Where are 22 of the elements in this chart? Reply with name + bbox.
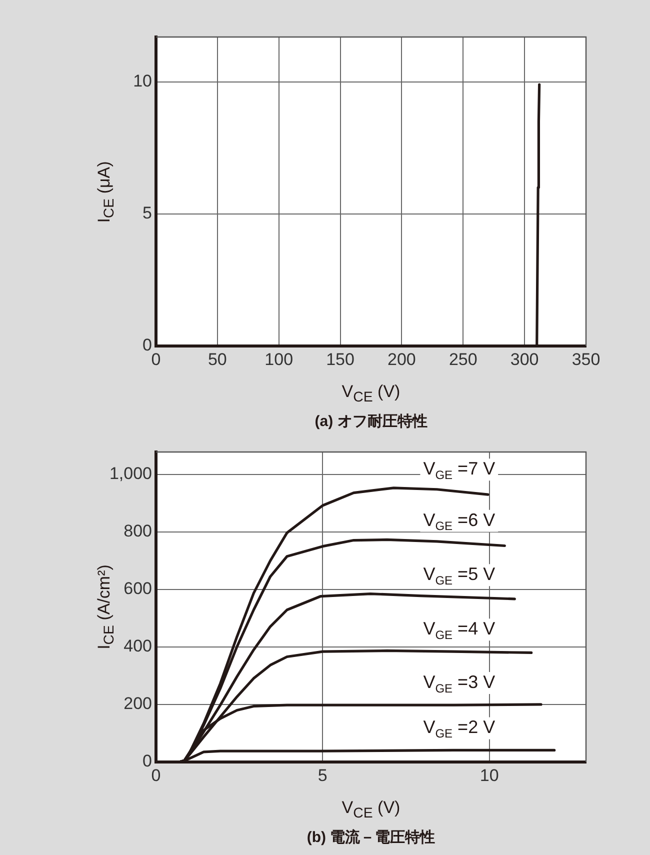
y-tick-label: 600 [124, 579, 152, 598]
x-tick-label: 5 [318, 766, 328, 785]
text: (b) 電流－電圧特性 [306, 828, 436, 847]
x-tick-label: 350 [572, 350, 600, 369]
text: (a) オフ耐圧特性 [314, 412, 428, 431]
x-tick-label: 50 [208, 350, 227, 369]
x-tick-label: 250 [448, 350, 478, 369]
y-tick-label: 0 [142, 752, 152, 771]
x-axis-title: V$_{CE}$ (V) [342, 382, 400, 406]
y-tick-label: 10 [133, 72, 152, 91]
x-tick-label: 300 [510, 350, 539, 369]
y-tick-label: 800 [124, 522, 152, 541]
y-tick-label: 200 [124, 694, 152, 714]
x-tick-label: 150 [326, 350, 354, 369]
y-tick-label: 5 [142, 204, 152, 223]
y-tick-label: 0 [142, 336, 152, 355]
y-tick-label: 400 [124, 636, 152, 656]
y-tick-label: 1,000 [109, 464, 152, 484]
x-axis-title: V$_{CE}$ (V) [342, 798, 400, 822]
x-tick-label: 100 [264, 350, 294, 369]
x-tick-label: 10 [480, 766, 499, 785]
x-tick-label: 200 [388, 350, 416, 369]
